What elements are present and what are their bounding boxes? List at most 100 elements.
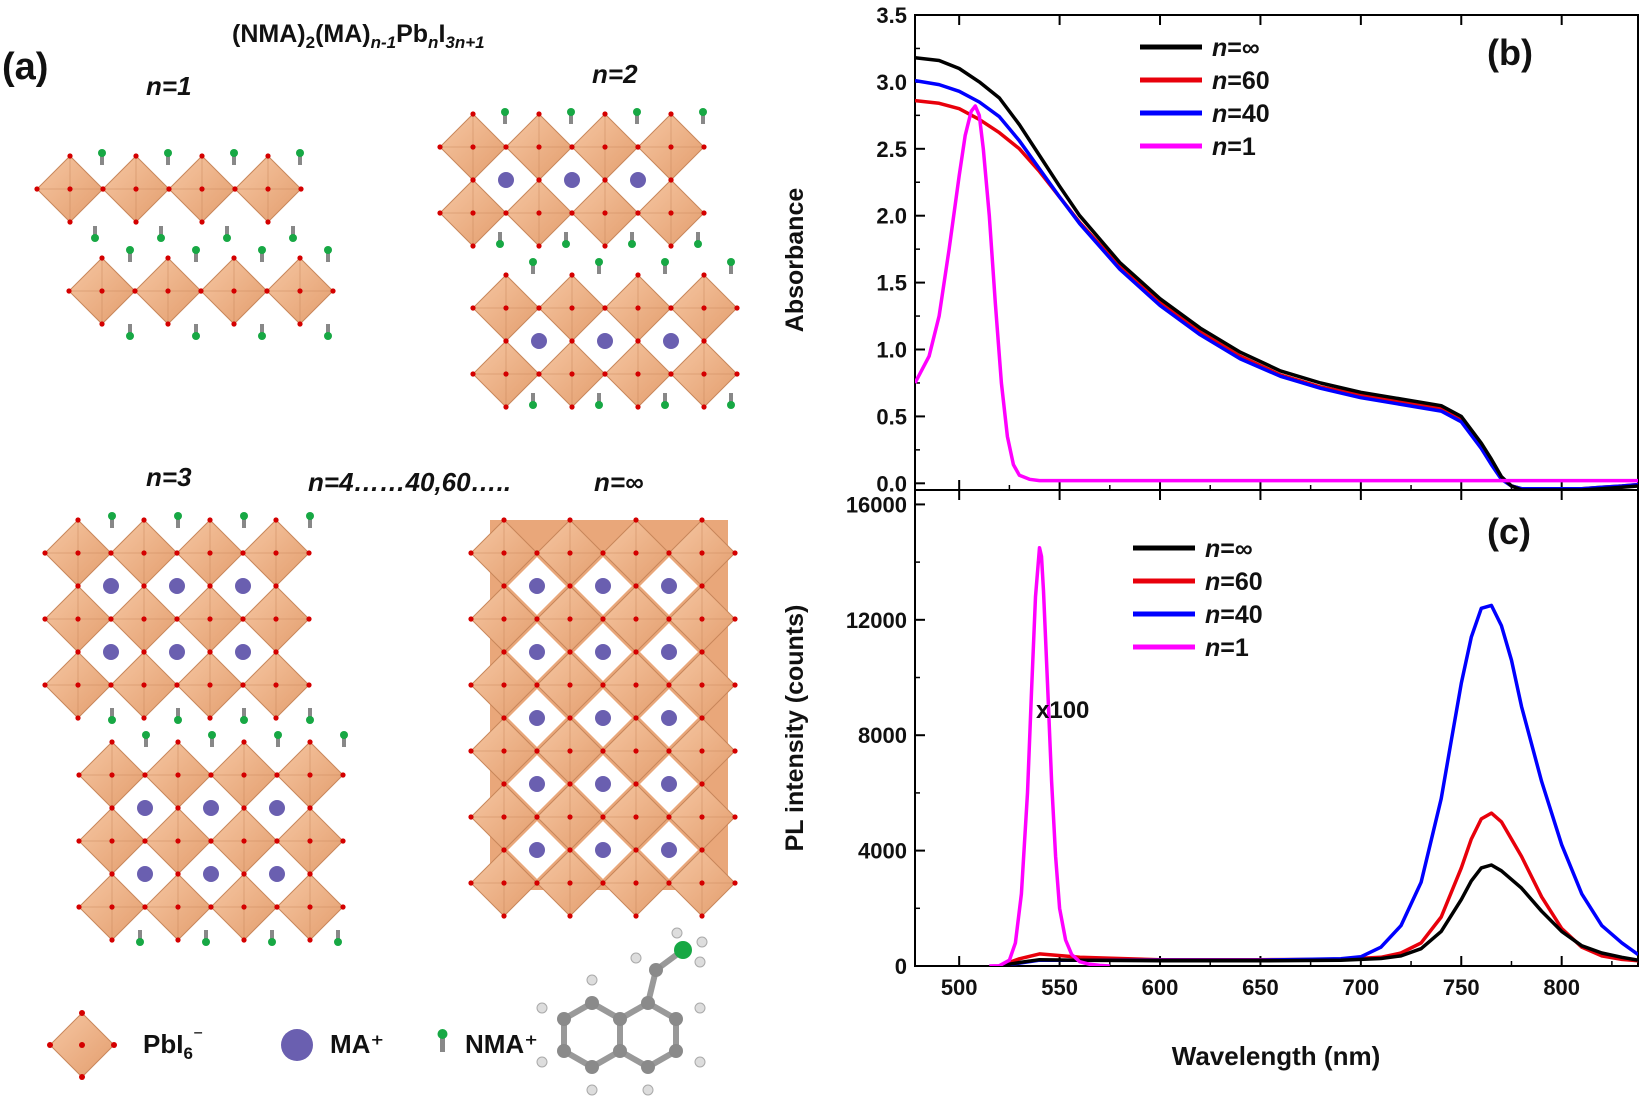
legend-b: n=∞ n=60 n=40 n=1 (1140, 34, 1270, 161)
y-axis-ticks-c: 0 4000 8000 12000 16000 (846, 492, 925, 979)
nma-cation (108, 512, 116, 528)
ma-cation (595, 644, 611, 660)
pbi6-octahedron (208, 805, 280, 877)
nma-cation (340, 731, 348, 747)
pbi6-octahedron (240, 517, 312, 589)
legend-c: n=∞ n=60 n=40 n=1 (1133, 535, 1263, 662)
ma-cation (595, 842, 611, 858)
pbi6-octahedron (534, 649, 606, 721)
x-tick-label: 800 (1543, 975, 1580, 1000)
ma-cation (103, 578, 119, 594)
ma-cation (529, 842, 545, 858)
pbi6-octahedron (468, 649, 540, 721)
pbi6-octahedron (503, 177, 575, 249)
pbi6-legend-icon (47, 1010, 117, 1080)
y-tick-label: 0.0 (876, 471, 907, 496)
crystal-structures (34, 108, 740, 946)
pbi6-octahedron (174, 517, 246, 589)
ma-cation (661, 578, 677, 594)
label-n-infinity: n=∞ (594, 467, 644, 497)
series-lines-b (915, 56, 1638, 490)
nma-molecule-atoms (536, 927, 708, 1096)
pbi6-octahedron (166, 153, 238, 225)
nma-cation (595, 393, 603, 409)
y-tick-label: 8000 (858, 723, 907, 748)
pbi6-octahedron (600, 847, 672, 919)
pbi6-octahedron (503, 111, 575, 183)
nma-cation (529, 393, 537, 409)
legend-label: n=1 (1212, 133, 1256, 161)
pbi6-octahedron (635, 111, 707, 183)
pbi6-octahedron (76, 805, 148, 877)
nma-cation (699, 108, 707, 124)
structure-legend: PbI6⁻ MA⁺ NMA⁺ (47, 927, 708, 1096)
pbi6-octahedron (470, 338, 542, 410)
y-tick-label: 3.0 (876, 70, 907, 95)
pbi6-octahedron (174, 649, 246, 721)
ma-cation (529, 710, 545, 726)
nma-cation (289, 226, 297, 242)
y-tick-label: 4000 (858, 839, 907, 864)
plot-frame-c (914, 489, 1639, 967)
nma-cation (694, 232, 702, 248)
y-tick-label: 12000 (846, 608, 907, 633)
pbi6-octahedron (534, 847, 606, 919)
pbi6-octahedron (232, 153, 304, 225)
pbi6-octahedron (437, 177, 509, 249)
pbi6-octahedron (76, 739, 148, 811)
ma-cation (661, 644, 677, 660)
pbi6-octahedron (208, 739, 280, 811)
ma-cation (595, 710, 611, 726)
pbi6-octahedron (42, 517, 114, 589)
ma-cation (661, 776, 677, 792)
legend-label: n=1 (1205, 634, 1249, 662)
panel-b-absorbance-chart: 0.00.51.01.52.02.53.03.5 (b) Absorbance … (781, 3, 1639, 496)
y-tick-label: 1.5 (876, 271, 907, 296)
nma-cation (595, 258, 603, 274)
pbi6-octahedron (108, 649, 180, 721)
series-line-n60 (998, 811, 1638, 966)
series-line-n (999, 863, 1638, 966)
x-axis-ticks-b (958, 15, 1613, 490)
ma-cation (235, 578, 251, 594)
legend-label: n=60 (1212, 67, 1270, 95)
ma-cation (661, 842, 677, 858)
pbi6-octahedron (274, 871, 346, 943)
nma-cation (633, 108, 641, 124)
x-tick-label: 550 (1041, 975, 1078, 1000)
nma-cation (98, 149, 106, 165)
pbi6-octahedron (468, 847, 540, 919)
x-tick-label: 500 (941, 975, 978, 1000)
x-tick-label: 700 (1342, 975, 1379, 1000)
nma-cation (164, 149, 172, 165)
nma-cation (208, 731, 216, 747)
panel-c-pl-chart: 0 4000 8000 12000 16000 500 550 600 650 700 750 80… (781, 489, 1639, 1071)
nma-cation (157, 226, 165, 242)
ma-cation (169, 578, 185, 594)
nma-cation (496, 232, 504, 248)
y-tick-label: 1.0 (876, 338, 907, 363)
nma-cation (628, 232, 636, 248)
series-lines-c (989, 545, 1638, 966)
pbi6-legend-label: PbI6⁻ (143, 1026, 203, 1063)
y-tick-label: 16000 (846, 492, 907, 517)
pbi6-octahedron (536, 272, 608, 344)
pbi6-octahedron (174, 583, 246, 655)
ma-cation (103, 644, 119, 660)
y-axis-label-b: Absorbance (781, 188, 809, 333)
nma-cation (529, 258, 537, 274)
pbi6-octahedron (100, 153, 172, 225)
pbi6-octahedron (142, 871, 214, 943)
nma-cation (142, 731, 150, 747)
x-tick-label: 750 (1443, 975, 1480, 1000)
nma-cation (202, 930, 210, 946)
nma-cation (126, 246, 134, 262)
ma-cation (529, 578, 545, 594)
series-line-n60 (915, 98, 1638, 490)
pbi6-octahedron (42, 583, 114, 655)
pbi6-octahedron (142, 739, 214, 811)
pbi6-octahedron (602, 272, 674, 344)
nma-cation (562, 232, 570, 248)
nma-cation (91, 226, 99, 242)
nma-cation (274, 731, 282, 747)
